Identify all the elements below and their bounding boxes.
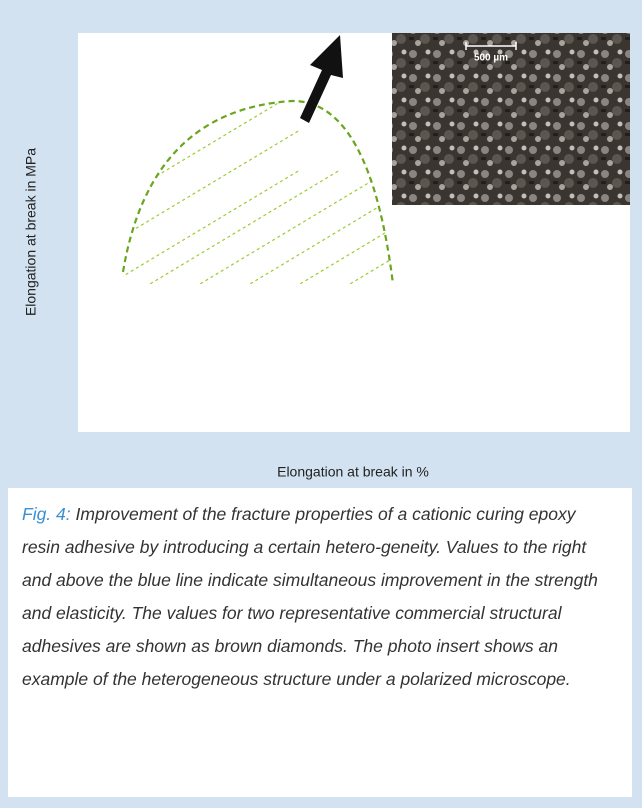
boundary-curve xyxy=(121,99,395,285)
chart: 500 µm Elongation at break in % Elongati… xyxy=(23,33,630,480)
arrow xyxy=(300,35,343,123)
caption: Fig. 4: Improvement of the fracture prop… xyxy=(8,488,632,797)
caption-text: Improvement of the fracture properties o… xyxy=(22,504,598,689)
photo-insert xyxy=(392,33,630,205)
y-axis-title: Elongation at break in MPa xyxy=(23,148,39,316)
caption-prefix: Fig. 4: xyxy=(22,504,71,524)
scale-label: 500 µm xyxy=(474,53,508,64)
x-axis-title: Elongation at break in % xyxy=(277,464,429,480)
